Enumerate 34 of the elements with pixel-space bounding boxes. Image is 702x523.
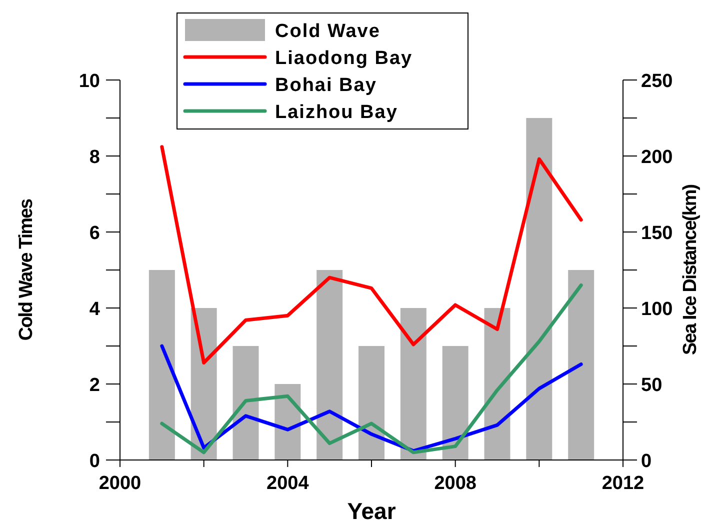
- bar: [316, 270, 343, 460]
- y-tick-label: 10: [78, 71, 100, 92]
- x-tick-label: 2008: [434, 473, 476, 494]
- bar: [148, 270, 175, 460]
- y-tick-label: 2: [89, 375, 100, 396]
- y2-tick-label: 100: [641, 299, 673, 320]
- bar: [232, 346, 259, 460]
- y-tick-label: 0: [89, 451, 100, 472]
- y-tick-label: 4: [89, 299, 100, 320]
- x-tick-label: 2000: [98, 473, 142, 494]
- bar: [358, 346, 384, 460]
- y2-tick-label: 50: [641, 375, 662, 396]
- line-series: [160, 283, 583, 454]
- y2-axis-title: Sea Ice Distance(km): [680, 184, 701, 356]
- legend-label: Bohai Bay: [275, 75, 377, 96]
- y-axis-title: Cold Wave Times: [16, 198, 37, 341]
- y2-tick-label: 250: [641, 71, 673, 92]
- legend-label: Cold Wave: [275, 21, 380, 42]
- line-series: [160, 344, 583, 453]
- line-series: [160, 145, 583, 364]
- x-axis-title: Year: [347, 498, 396, 523]
- y2-tick-label: 200: [641, 147, 673, 168]
- x-tick-label: 2004: [266, 473, 310, 494]
- y2-tick-label: 0: [641, 451, 652, 472]
- bar: [442, 346, 468, 460]
- bar: [400, 308, 426, 460]
- y2-tick-label: 150: [641, 223, 673, 244]
- legend-label: Liaodong Bay: [275, 48, 413, 69]
- bar: [568, 270, 594, 460]
- bar: [526, 118, 552, 460]
- y-tick-label: 8: [89, 147, 100, 168]
- x-tick-label: 2012: [602, 473, 644, 494]
- y-tick-label: 6: [89, 223, 100, 244]
- legend-label: Laizhou Bay: [275, 102, 398, 123]
